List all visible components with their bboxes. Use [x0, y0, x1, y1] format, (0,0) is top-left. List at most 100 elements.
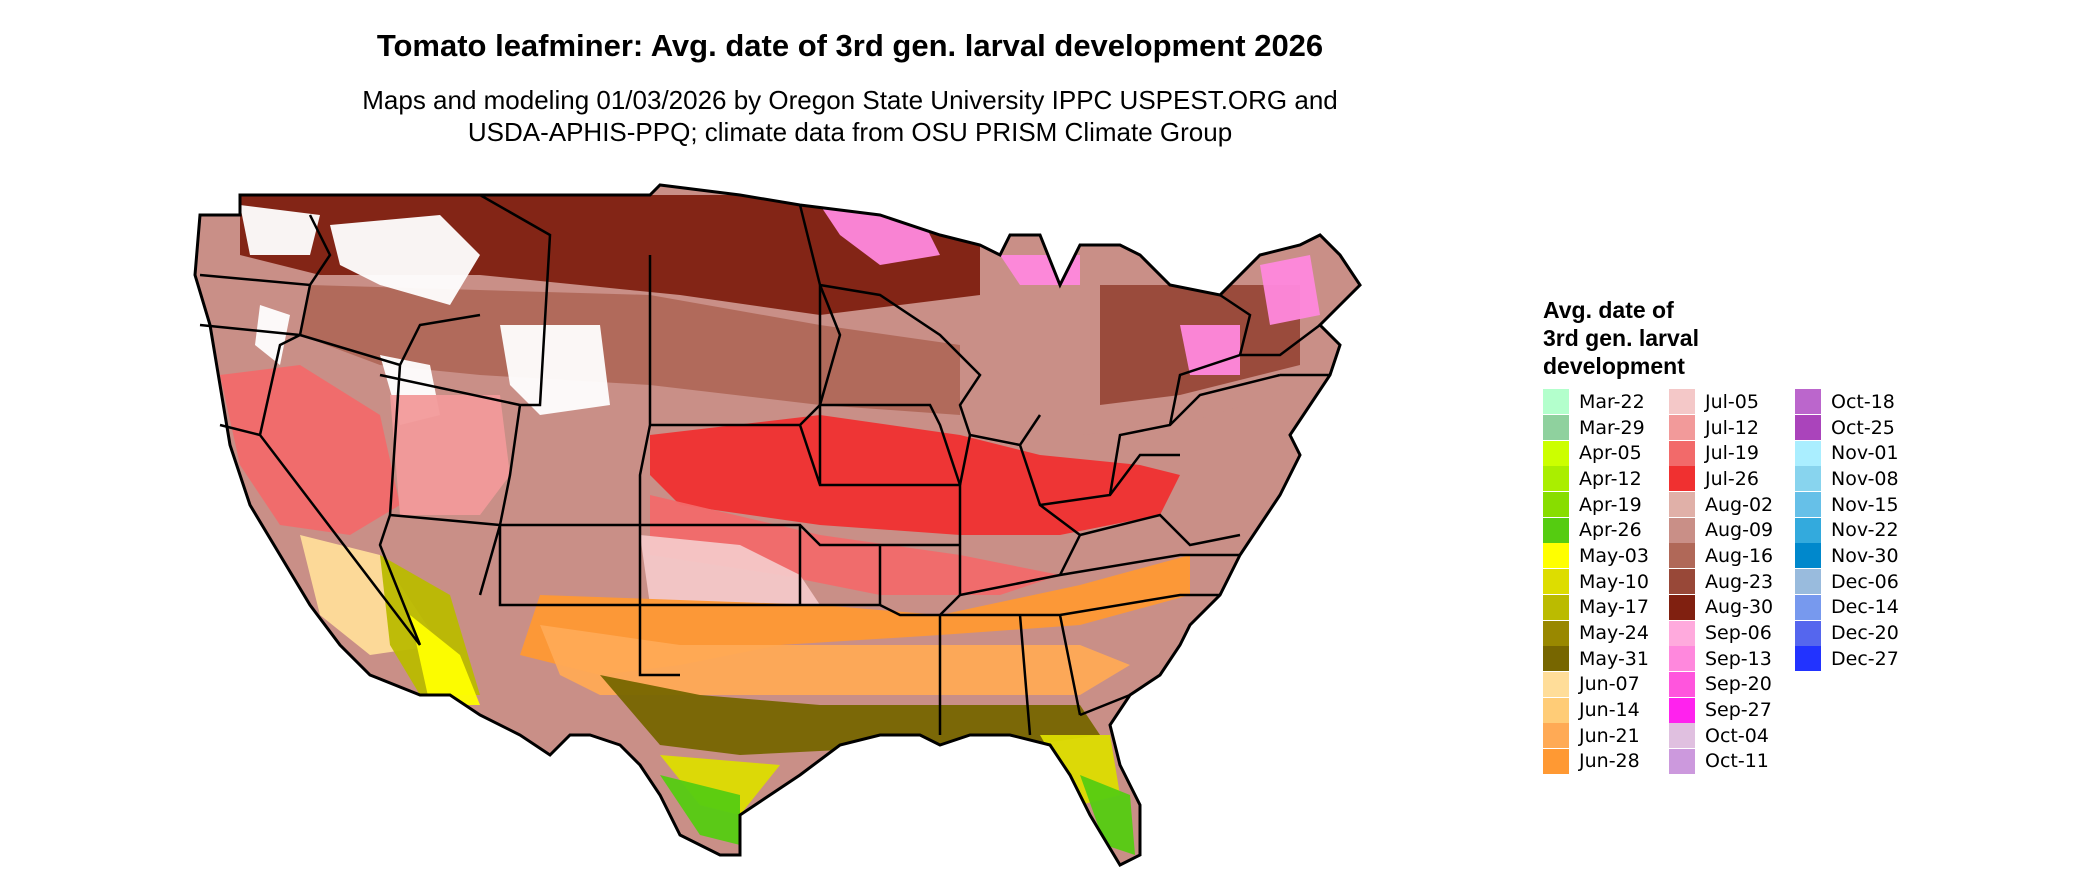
legend-swatch: [1669, 440, 1695, 466]
legend-item: Dec-06: [1795, 569, 1899, 595]
map-zone-jul05: [640, 535, 820, 605]
legend-item: Nov-01: [1795, 440, 1899, 466]
legend-label: Aug-02: [1705, 493, 1774, 516]
legend-item: Sep-20: [1669, 671, 1773, 698]
map-zone-may10: [660, 755, 780, 815]
legend-label: Nov-08: [1831, 467, 1899, 490]
map-zone-apr26: [1080, 775, 1135, 855]
legend-item: Jul-05: [1669, 389, 1773, 415]
legend-title-line-2: 3rd gen. larval: [1543, 325, 1699, 351]
legend-item: Aug-30: [1669, 594, 1773, 621]
legend-swatch: [1795, 543, 1821, 569]
legend-label: Jul-19: [1705, 442, 1759, 465]
legend-swatch: [1543, 594, 1569, 620]
legend-item: Sep-13: [1669, 646, 1773, 672]
legend-swatch: [1669, 723, 1695, 749]
legend-swatch: [1795, 492, 1821, 518]
legend-item: Apr-26: [1543, 517, 1649, 543]
legend-item: Oct-11: [1669, 748, 1773, 775]
legend-title: Avg. date of 3rd gen. larval development: [1543, 296, 1803, 380]
legend-swatch: [1669, 748, 1695, 774]
us-map: [193, 183, 1362, 867]
legend-label: Oct-04: [1705, 724, 1769, 747]
legend-label: Nov-15: [1831, 493, 1899, 516]
legend-label: Mar-22: [1579, 390, 1645, 413]
subtitle-line-2: USDA-APHIS-PPQ; climate data from OSU PR…: [467, 117, 1233, 147]
legend-swatch: [1795, 466, 1821, 492]
legend-label: Jun-28: [1579, 750, 1640, 773]
legend-label: Aug-16: [1705, 544, 1774, 567]
legend-swatch: [1795, 646, 1821, 672]
map-zone-sep13: [1260, 255, 1320, 325]
legend-swatch: [1543, 543, 1569, 569]
legend-item: Nov-30: [1795, 543, 1899, 569]
legend-swatch: [1543, 671, 1569, 697]
legend-label: Jun-07: [1579, 673, 1640, 696]
legend-label: Dec-20: [1831, 622, 1899, 645]
legend-swatch: [1543, 697, 1569, 723]
legend-label: Oct-11: [1705, 750, 1769, 773]
legend-label: Jul-12: [1705, 416, 1759, 439]
legend-swatch: [1669, 517, 1695, 543]
legend-swatch: [1795, 594, 1821, 620]
legend-swatch: [1543, 492, 1569, 518]
legend-label: Apr-19: [1579, 493, 1642, 516]
legend-item: Apr-05: [1543, 440, 1649, 466]
legend-label: May-03: [1579, 544, 1649, 567]
legend-swatch: [1543, 620, 1569, 646]
legend-label: Sep-20: [1705, 673, 1772, 696]
legend-label: Aug-23: [1705, 570, 1774, 593]
legend-item: Mar-22: [1543, 389, 1649, 415]
map-title: Tomato leafminer: Avg. date of 3rd gen. …: [376, 28, 1324, 63]
legend-swatch: [1669, 415, 1695, 441]
legend-label: Nov-22: [1831, 519, 1899, 542]
legend-item: Nov-15: [1795, 492, 1899, 518]
map-zone-may03: [410, 615, 480, 705]
legend-item: May-10: [1543, 569, 1649, 595]
legend-label: Sep-06: [1705, 622, 1772, 645]
legend-swatch: [1669, 594, 1695, 620]
us-outline: [193, 183, 1362, 867]
legend-item: Aug-09: [1669, 517, 1773, 543]
legend-swatch: [1543, 723, 1569, 749]
legend-label: Aug-09: [1705, 519, 1774, 542]
legend-label: Apr-05: [1579, 442, 1642, 465]
legend-item: Mar-29: [1543, 415, 1649, 441]
legend-item: Jun-28: [1543, 748, 1649, 775]
legend-item: Oct-18: [1795, 389, 1899, 415]
legend-item: May-17: [1543, 594, 1649, 621]
legend-column-3: Oct-18 Oct-25 Nov-01 Nov-08 Nov-15 Nov-22 Nov-…: [1795, 389, 1899, 672]
legend-label: May-17: [1579, 596, 1649, 619]
legend-label: Oct-18: [1831, 390, 1895, 413]
legend-item: Dec-27: [1795, 646, 1899, 672]
legend-item: Sep-27: [1669, 697, 1773, 723]
state-borders: [193, 183, 1362, 867]
legend-swatch: [1543, 415, 1569, 441]
legend-swatch: [1669, 646, 1695, 672]
legend-label: Dec-27: [1831, 647, 1899, 670]
legend-item: May-03: [1543, 543, 1649, 569]
legend-swatch: [1795, 415, 1821, 441]
legend-swatch: [1669, 492, 1695, 518]
map-zone-white: [500, 325, 610, 415]
legend-item: Jul-19: [1669, 440, 1773, 466]
legend-swatch: [1795, 517, 1821, 543]
legend-item: Sep-06: [1669, 620, 1773, 646]
legend-item: Aug-02: [1669, 492, 1773, 518]
legend-item: Nov-22: [1795, 517, 1899, 543]
legend-swatch: [1543, 517, 1569, 543]
legend-swatch: [1669, 543, 1695, 569]
legend-item: May-31: [1543, 646, 1649, 672]
legend-column-2: Jul-05 Jul-12 Jul-19 Jul-26 Aug-02 Aug-09 Aug-…: [1669, 389, 1773, 774]
map-zone-white: [330, 215, 480, 305]
legend-swatch: [1543, 569, 1569, 595]
legend-label: May-31: [1579, 647, 1649, 670]
map-zone-jun21: [540, 625, 1130, 695]
legend-label: Dec-14: [1831, 596, 1899, 619]
legend-swatch: [1795, 440, 1821, 466]
legend-swatch: [1669, 671, 1695, 697]
legend-label: Sep-27: [1705, 699, 1772, 722]
legend-label: Jun-14: [1579, 699, 1640, 722]
legend-item: Jun-14: [1543, 697, 1649, 723]
map-zone-white: [255, 305, 290, 365]
